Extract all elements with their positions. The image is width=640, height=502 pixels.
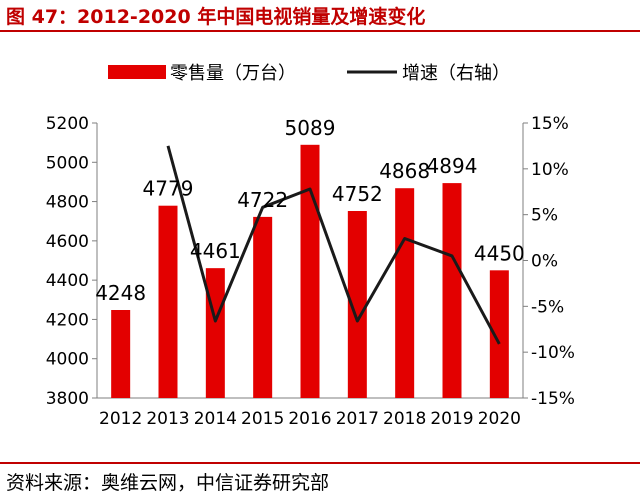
right-axis-tick-label: -5% xyxy=(531,297,564,317)
left-axis-tick-label: 4000 xyxy=(46,350,89,370)
left-axis-tick-label: 4800 xyxy=(46,193,89,213)
x-axis-tick-label: 2013 xyxy=(146,409,189,429)
bar xyxy=(300,144,320,398)
left-axis-tick-label: 5200 xyxy=(46,114,89,134)
left-axis-tick-label: 4200 xyxy=(46,310,89,330)
bar-value-label: 5089 xyxy=(285,116,336,140)
x-axis-tick-label: 2012 xyxy=(99,409,142,429)
x-axis-tick-label: 2016 xyxy=(288,409,331,429)
bar xyxy=(347,211,367,398)
left-axis-tick-label: 5000 xyxy=(46,153,89,173)
source-divider xyxy=(0,462,640,464)
x-axis-tick-label: 2014 xyxy=(194,409,237,429)
bar xyxy=(442,183,462,398)
bar-value-label: 4248 xyxy=(95,281,146,305)
right-axis-tick-label: -10% xyxy=(531,343,575,363)
sales-growth-chart: 零售量（万台） 增速（右轴） 3800 4000 4200 4400 4600 4800 5… xyxy=(46,63,575,429)
source-note: 资料来源：奥维云网，中信证券研究部 xyxy=(6,472,330,494)
legend-bar-label: 零售量（万台） xyxy=(170,63,296,84)
chart-legend: 零售量（万台） 增速（右轴） xyxy=(108,63,510,84)
right-axis-tick-label: 15% xyxy=(531,114,569,134)
line-series xyxy=(166,145,501,345)
bar xyxy=(395,188,415,398)
title-divider xyxy=(0,30,640,32)
bar xyxy=(489,270,509,398)
x-axis-tick-label: 2017 xyxy=(336,409,379,429)
bar-value-label: 4868 xyxy=(379,159,430,183)
chart-axes: 3800 4000 4200 4400 4600 4800 5000 5200 -15% -10%… xyxy=(46,114,575,429)
bar-value-label: 4461 xyxy=(190,239,241,263)
bar-value-label: 4894 xyxy=(427,154,478,178)
left-axis-tick-label: 4400 xyxy=(46,271,89,291)
bar xyxy=(253,216,273,398)
bar xyxy=(111,310,131,398)
bar-value-label: 4752 xyxy=(332,182,383,206)
right-axis-tick-label: 5% xyxy=(531,206,558,226)
legend-line-label: 增速（右轴） xyxy=(402,63,510,84)
right-axis-tick-label: -15% xyxy=(531,389,575,409)
left-axis-tick-label: 4600 xyxy=(46,232,89,252)
bar-value-label: 4779 xyxy=(143,177,194,201)
bar xyxy=(205,268,225,398)
left-axis-tick-label: 3800 xyxy=(46,389,89,409)
bar-value-label: 4722 xyxy=(237,188,288,212)
right-axis-tick-label: 10% xyxy=(531,160,569,180)
legend-bar-swatch xyxy=(108,65,166,79)
right-axis-tick-label: 0% xyxy=(531,252,558,272)
x-axis-tick-label: 2020 xyxy=(478,409,521,429)
bar-value-label: 4450 xyxy=(474,241,525,265)
figure-title: 图 47：2012-2020 年中国电视销量及增速变化 xyxy=(6,6,426,28)
bar xyxy=(158,205,178,398)
x-axis-tick-label: 2019 xyxy=(430,409,473,429)
x-axis-tick-label: 2018 xyxy=(383,409,426,429)
x-axis-tick-label: 2015 xyxy=(241,409,284,429)
growth-line xyxy=(166,145,501,345)
